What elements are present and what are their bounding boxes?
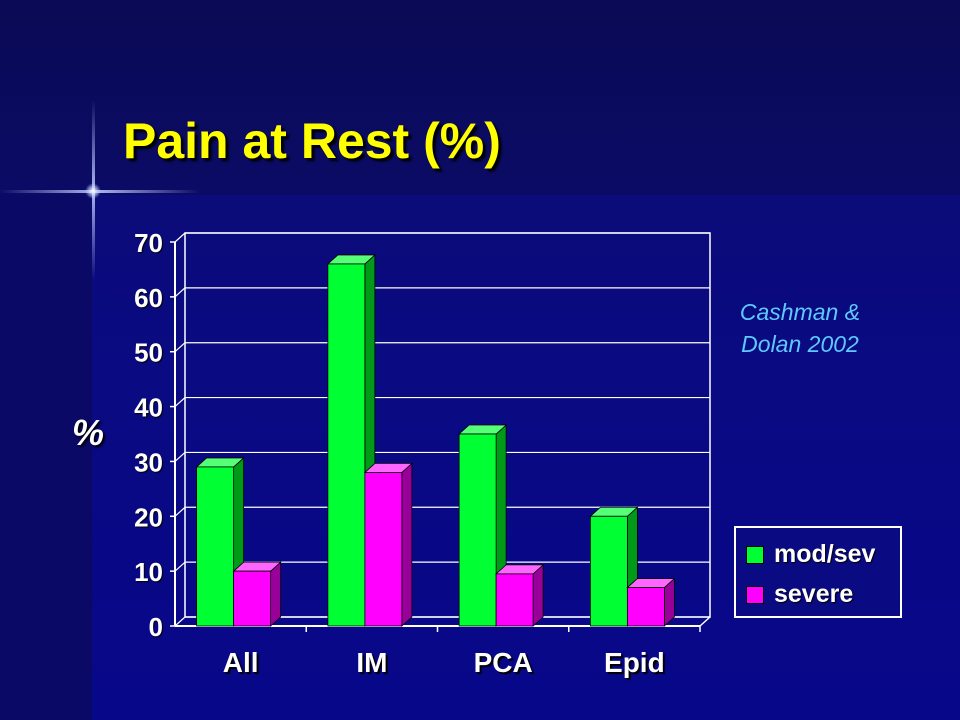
legend-item-mod-sev: mod/sev: [746, 540, 875, 569]
slide-title: Pain at Rest (%): [123, 113, 501, 169]
gridline-side: [174, 451, 186, 462]
bar-layer: [195, 254, 676, 627]
x-tick-label: Epid: [604, 647, 665, 678]
gridline-side: [174, 616, 186, 627]
legend-swatch-mod-sev: [746, 545, 764, 564]
bar-mod/sev-IM: [327, 263, 366, 627]
bar-mod/sev-Epid: [589, 515, 628, 627]
left-band: [0, 195, 92, 720]
legend-label-mod-sev: mod/sev: [774, 540, 876, 568]
chart-legend: mod/sev severe: [734, 526, 902, 618]
citation-line-1: Cashman &: [739, 299, 861, 325]
gridline-side: [174, 232, 186, 243]
x-tick-label: PCA: [474, 647, 533, 678]
gridline-side: [174, 506, 186, 517]
bar-severe-Epid: [626, 587, 665, 627]
y-tick-label: 70: [134, 228, 163, 258]
y-tick-label: 40: [134, 393, 163, 423]
label-layer: 0 10 20 30 40 50 60 70 All IM PCA Epid: [134, 228, 665, 678]
title-band: [0, 0, 960, 195]
x-tick-label: All: [223, 647, 259, 678]
gridline-side: [174, 287, 186, 298]
y-axis-label: %: [72, 412, 105, 453]
sparkle-icon: [85, 183, 101, 199]
bar-severe-All: [233, 570, 272, 627]
y-tick-label: 0: [149, 612, 163, 642]
y-tick-label: 10: [134, 557, 163, 587]
legend-swatch-severe: [746, 585, 764, 604]
legend-label-severe: severe: [774, 580, 854, 608]
y-tick-label: 20: [134, 502, 163, 532]
gridline-side: [174, 561, 186, 572]
bar-side-severe-All: [270, 561, 282, 627]
citation-line-2: Dolan 2002: [741, 331, 859, 357]
bar-mod/sev-All: [196, 466, 235, 627]
bar-side-severe-IM: [401, 462, 413, 627]
legend-item-severe: severe: [746, 580, 853, 609]
x-tick-label: IM: [356, 647, 387, 678]
x-axis-depth: [699, 616, 711, 627]
citation: Cashman & Dolan 2002: [700, 296, 900, 360]
bar-mod/sev-PCA: [458, 433, 497, 627]
bar-severe-PCA: [495, 573, 534, 627]
bar-severe-IM: [364, 471, 403, 627]
gridline-side: [174, 397, 186, 408]
bar-side-severe-PCA: [532, 563, 544, 627]
y-tick-label: 50: [134, 338, 163, 368]
y-tick-label: 30: [134, 447, 163, 477]
y-tick-label: 60: [134, 283, 163, 313]
gridline-side: [174, 342, 186, 353]
